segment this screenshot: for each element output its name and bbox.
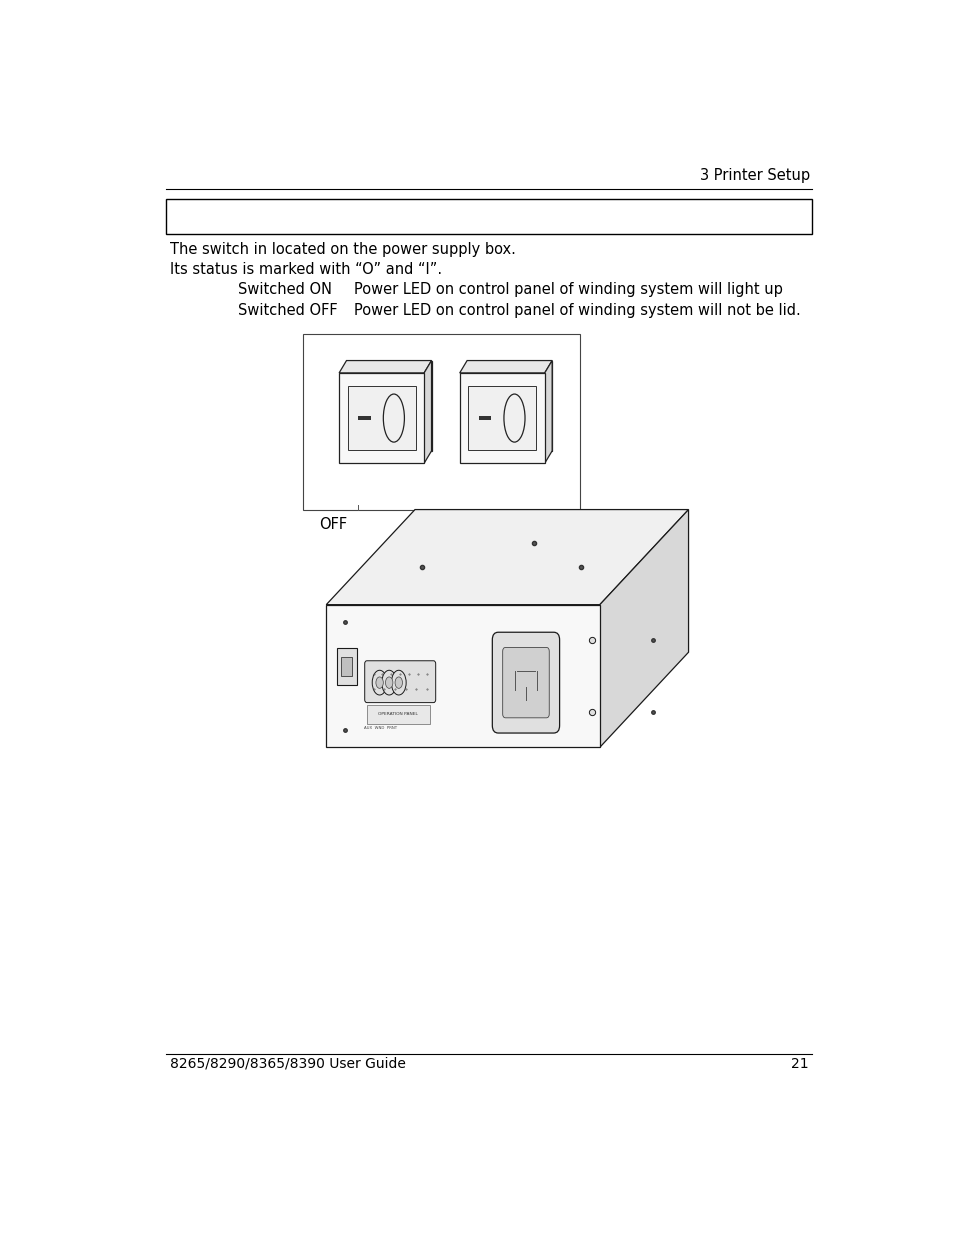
Bar	[358, 416, 371, 420]
Bar	[302, 333, 579, 510]
Text: ON: ON	[436, 517, 459, 532]
FancyBboxPatch shape	[502, 647, 549, 718]
FancyBboxPatch shape	[364, 661, 436, 703]
Text: 3 Printer Setup: 3 Printer Setup	[700, 168, 810, 183]
Polygon shape	[599, 510, 688, 747]
Bar	[336, 648, 357, 684]
Text: Power LED on control panel of winding system will light up: Power LED on control panel of winding sy…	[354, 283, 782, 298]
Bar	[468, 387, 536, 450]
Bar	[166, 199, 811, 233]
Polygon shape	[326, 510, 688, 605]
Bar	[459, 373, 544, 463]
Ellipse shape	[383, 394, 404, 442]
Text: Its status is marked with “O” and “I”.: Its status is marked with “O” and “I”.	[170, 262, 441, 278]
Text: Switched OFF: Switched OFF	[237, 304, 336, 319]
Ellipse shape	[391, 671, 406, 695]
Text: AUX  WND  PRNT: AUX WND PRNT	[364, 726, 397, 730]
Text: OFF: OFF	[319, 517, 347, 532]
Text: Power LED on control panel of winding system will not be lid.: Power LED on control panel of winding sy…	[354, 304, 801, 319]
Bar	[340, 657, 352, 676]
Polygon shape	[424, 361, 431, 463]
Bar	[347, 387, 416, 450]
Text: OPERATION PANEL: OPERATION PANEL	[378, 713, 417, 716]
Polygon shape	[459, 361, 552, 373]
Bar	[367, 704, 429, 724]
Polygon shape	[544, 361, 552, 463]
Bar	[338, 373, 424, 463]
Text: Switched ON: Switched ON	[237, 283, 332, 298]
Text: The switch in located on the power supply box.: The switch in located on the power suppl…	[170, 242, 515, 257]
Ellipse shape	[381, 671, 396, 695]
FancyBboxPatch shape	[492, 632, 559, 734]
Text: 21: 21	[790, 1057, 807, 1071]
Ellipse shape	[395, 677, 402, 688]
Ellipse shape	[503, 394, 524, 442]
Bar	[478, 416, 491, 420]
Polygon shape	[338, 361, 431, 373]
Ellipse shape	[375, 677, 383, 688]
Bar	[346, 361, 431, 451]
Ellipse shape	[385, 677, 393, 688]
Bar	[326, 605, 599, 747]
Bar	[467, 361, 552, 451]
Text: 8265/8290/8365/8390 User Guide: 8265/8290/8365/8390 User Guide	[170, 1057, 405, 1071]
Ellipse shape	[372, 671, 387, 695]
